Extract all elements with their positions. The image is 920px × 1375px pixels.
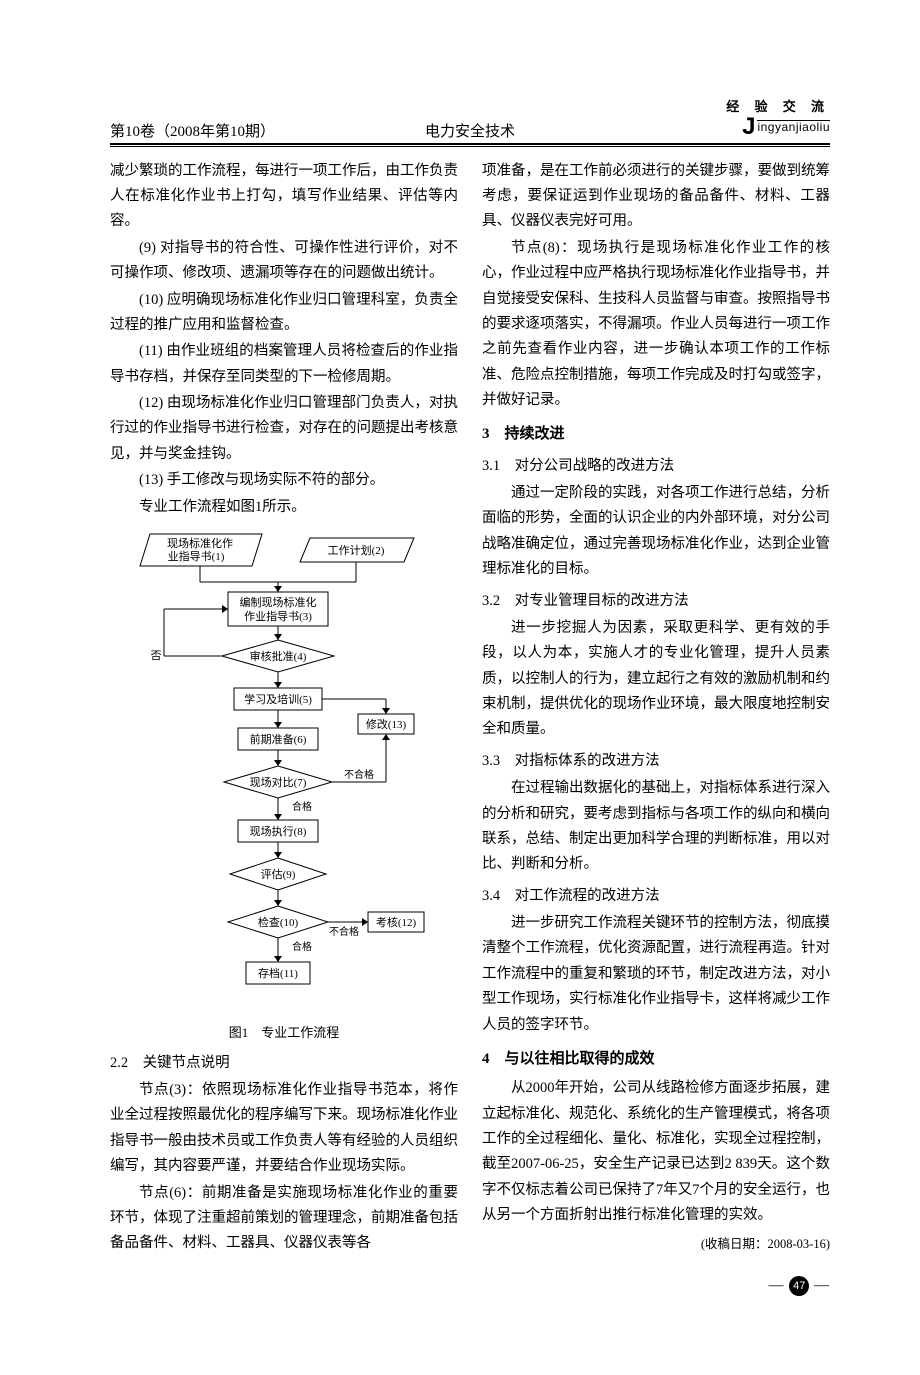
svg-text:现场标准化作: 现场标准化作 xyxy=(167,536,233,550)
section-3-2-title: 3.2 对专业管理目标的改进方法 xyxy=(482,589,830,614)
header-section: 经 验 交 流 J ingyanjiaoliu xyxy=(726,100,830,141)
node-2: 工作计划(2) xyxy=(300,538,414,562)
node-12: 考核(12) xyxy=(368,912,424,932)
item-11: (11) 由作业班组的档案管理人员将检查后的作业指导书存档，并保存至同类型的下一… xyxy=(110,339,458,390)
svg-text:存档(11): 存档(11) xyxy=(258,966,298,980)
svg-text:现场执行(8): 现场执行(8) xyxy=(250,824,307,838)
section-3-1-title: 3.1 对分公司战略的改进方法 xyxy=(482,454,830,479)
label-fail-1: 不合格 xyxy=(344,768,374,781)
page-number-value: 47 xyxy=(789,1276,809,1296)
page-number: — 47 — xyxy=(110,1276,830,1296)
node8-desc: 节点(8)：现场执行是现场标准化作业工作的核心，作业过程中应严格执行现场标准化作… xyxy=(482,236,830,414)
section-3-4-title: 3.4 对工作流程的改进方法 xyxy=(482,884,830,909)
node-4: 审核批准(4) xyxy=(222,640,334,672)
svg-text:学习及培训(5): 学习及培训(5) xyxy=(244,692,312,706)
left-column: 减少繁琐的工作流程，每进行一项工作后，由工作负责人在标准化作业书上打勾，填写作业… xyxy=(110,159,458,1258)
section-4-title: 4 与以往相比取得的成效 xyxy=(482,1046,830,1072)
figure-1: 现场标准化作 业指导书(1) 工作计划(2) 编制现场标准化 作业指导书(3) xyxy=(110,528,458,1045)
node-3: 编制现场标准化 作业指导书(3) xyxy=(228,592,328,626)
svg-text:作业指导书(3): 作业指导书(3) xyxy=(244,609,312,623)
section-2-2-title: 2.2 关键节点说明 xyxy=(110,1051,458,1076)
label-pass-1: 合格 xyxy=(292,800,312,813)
section-3-3-para: 在过程输出数据化的基础上，对指标体系进行深入的分析和研究，要考虑到指标与各项工作… xyxy=(482,776,830,878)
label-fail-2: 不合格 xyxy=(329,925,359,938)
item-10: (10) 应明确现场标准化作业归口管理科室，负责全过程的推广应用和监督检查。 xyxy=(110,288,458,339)
svg-text:修改(13): 修改(13) xyxy=(366,717,407,731)
header-volume: 第10卷（2008年第10期） xyxy=(110,120,275,141)
svg-text:现场对比(7): 现场对比(7) xyxy=(250,775,307,789)
svg-text:前期准备(6): 前期准备(6) xyxy=(250,732,307,746)
svg-text:工作计划(2): 工作计划(2) xyxy=(328,544,385,557)
node-9: 评估(9) xyxy=(230,858,326,890)
figure-1-caption: 图1 专业工作流程 xyxy=(110,1022,458,1045)
node-13: 修改(13) xyxy=(358,714,414,734)
label-no: 否 xyxy=(151,650,162,662)
node-10: 检查(10) xyxy=(228,906,328,938)
section-3-1-para: 通过一定阶段的实践，对各项工作进行总结，分析面临的形势，全面的认识企业的内外部环… xyxy=(482,481,830,583)
svg-text:审核批准(4): 审核批准(4) xyxy=(250,649,307,663)
node-11: 存档(11) xyxy=(246,962,310,984)
label-pass-2: 合格 xyxy=(292,940,312,953)
node-1: 现场标准化作 业指导书(1) xyxy=(140,534,262,566)
svg-text:评估(9): 评估(9) xyxy=(261,868,296,881)
node6-desc: 节点(6)：前期准备是实施现场标准化作业的重要环节，体现了注重超前策划的管理理念… xyxy=(110,1181,458,1257)
svg-text:检查(10): 检查(10) xyxy=(258,915,299,929)
item-13: (13) 手工修改与现场实际不符的部分。 xyxy=(110,468,458,493)
item-9: (9) 对指导书的符合性、可操作性进行评价，对不可操作项、修改项、遗漏项等存在的… xyxy=(110,236,458,287)
cont-para-1: 项准备，是在工作前必须进行的关键步骤，要做到统筹考虑，要保证运到作业现场的备品备… xyxy=(482,159,830,235)
node-5: 学习及培训(5) xyxy=(234,688,322,710)
flow-ref-line: 专业工作流程如图1所示。 xyxy=(110,495,458,520)
section-3-4-para: 进一步研究工作流程关键环节的控制方法，彻底摸清整个工作流程，优化资源配置，进行流… xyxy=(482,911,830,1038)
header-section-cn: 经 验 交 流 xyxy=(726,100,830,114)
section-3-2-para: 进一步挖掘人为因素，采取更科学、更有效的手段，以人为本，实施人才的专业化管理，提… xyxy=(482,616,830,743)
node-8: 现场执行(8) xyxy=(238,820,318,842)
page-header: 第10卷（2008年第10期） 电力安全技术 经 验 交 流 J ingyanj… xyxy=(110,100,830,147)
item-12: (12) 由现场标准化作业归口管理部门负责人，对执行过的作业指导书进行检查，对存… xyxy=(110,391,458,467)
section-4-para: 从2000年开始，公司从线路检修方面逐步拓展，建立起标准化、规范化、系统化的生产… xyxy=(482,1076,830,1228)
node3-desc: 节点(3)：依照现场标准化作业指导书范本，将作业全过程按照最优化的程序编写下来。… xyxy=(110,1078,458,1180)
j-logo-icon: J xyxy=(742,114,755,140)
section-3-title: 3 持续改进 xyxy=(482,421,830,447)
content-columns: 减少繁琐的工作流程，每进行一项工作后，由工作负责人在标准化作业书上打勾，填写作业… xyxy=(110,159,830,1258)
header-journal-title: 电力安全技术 xyxy=(425,120,515,141)
intro-para: 减少繁琐的工作流程，每进行一项工作后，由工作负责人在标准化作业书上打勾，填写作业… xyxy=(110,159,458,235)
section-3-3-title: 3.3 对指标体系的改进方法 xyxy=(482,749,830,774)
node-6: 前期准备(6) xyxy=(238,728,318,750)
node-7: 现场对比(7) xyxy=(224,766,332,798)
received-date: (收稿日期：2008-03-16) xyxy=(482,1234,830,1256)
right-column: 项准备，是在工作前必须进行的关键步骤，要做到统筹考虑，要保证运到作业现场的备品备… xyxy=(482,159,830,1258)
svg-text:编制现场标准化: 编制现场标准化 xyxy=(240,595,317,609)
svg-text:考核(12): 考核(12) xyxy=(376,915,417,929)
svg-text:业指导书(1): 业指导书(1) xyxy=(168,549,225,563)
header-section-pinyin: ingyanjiaoliu xyxy=(757,120,830,134)
